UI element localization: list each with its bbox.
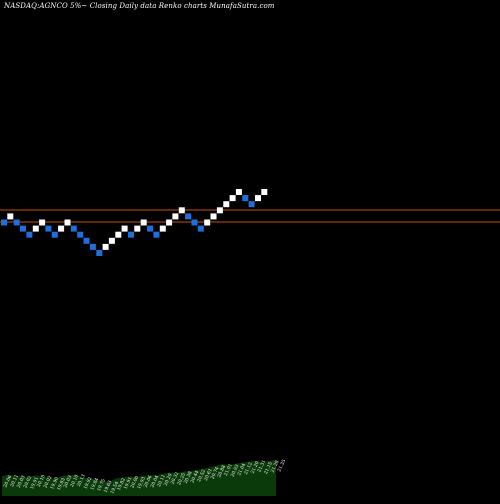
- footer-label: 20.20: [163, 473, 174, 487]
- renko-brick-down: [128, 231, 134, 238]
- renko-brick-down: [153, 231, 160, 238]
- renko-brick-down: [185, 213, 192, 220]
- footer-label: 19.54: [109, 481, 120, 495]
- renko-brick-down: [248, 201, 255, 208]
- renko-brick-up: [229, 195, 236, 202]
- renko-brick-up: [140, 219, 147, 226]
- renko-brick-up: [210, 213, 217, 220]
- renko-brick-down: [13, 219, 20, 226]
- renko-brick-down: [197, 225, 204, 232]
- renko-brick-up: [39, 219, 46, 226]
- footer-label: 20.25: [176, 472, 187, 486]
- footer-label: 21.15: [263, 461, 274, 475]
- footer-label: 20.13: [76, 473, 87, 487]
- chart-title: NASDAQ:AGNCO 5%~ Closing Daily data Renk…: [4, 2, 275, 10]
- footer-label: 20.10: [36, 474, 47, 488]
- renko-brick-up: [115, 231, 122, 238]
- footer-label: 20.32: [169, 471, 180, 485]
- renko-brick-down: [191, 219, 198, 226]
- footer-label: 20.11: [9, 474, 20, 488]
- footer-label: 21.35: [276, 459, 287, 473]
- footer-label: 19.83: [56, 477, 67, 491]
- footer-label: 20.52: [196, 469, 207, 483]
- footer-label: 20.03: [16, 475, 27, 489]
- footer-label: 20.04: [149, 474, 160, 488]
- footer-label: 19.91: [29, 476, 40, 490]
- renko-brick-down: [77, 231, 84, 238]
- footer-label: 21.31: [256, 459, 267, 473]
- footer-label: 20.11: [156, 474, 167, 488]
- renko-brick-down: [83, 237, 90, 244]
- renko-brick-up: [223, 201, 230, 208]
- footer-area: [2, 460, 276, 496]
- footer-label: 19.84: [89, 477, 100, 491]
- renko-brick-up: [134, 225, 141, 232]
- renko-brick-up: [121, 225, 128, 232]
- renko-brick-up: [261, 189, 268, 195]
- renko-brick-up: [216, 207, 223, 214]
- footer-label: 20.10: [69, 474, 80, 488]
- renko-brick-down: [51, 231, 58, 238]
- footer-label: 20.38: [183, 470, 194, 484]
- renko-brick-up: [172, 213, 179, 220]
- footer-label: 20.61: [203, 468, 214, 482]
- renko-brick-down: [26, 231, 33, 238]
- footer-label: 20.44: [189, 470, 200, 484]
- renko-brick-down: [96, 250, 103, 256]
- renko-brick-up: [235, 189, 242, 195]
- renko-brick-up: [7, 213, 14, 220]
- footer-label: 19.90: [49, 476, 60, 490]
- footer-label: 19.63: [103, 479, 114, 493]
- footer-label: 20.88: [216, 464, 227, 478]
- renko-brick-up: [204, 219, 211, 226]
- footer-label: 20.06: [143, 474, 154, 488]
- renko-brick-up: [108, 237, 115, 244]
- renko-brick-down: [242, 195, 249, 202]
- footer-label: 19.75: [96, 478, 107, 492]
- footer-label: 20.02: [22, 475, 33, 489]
- renko-brick-up: [166, 219, 173, 226]
- renko-brick-up: [102, 243, 109, 250]
- renko-brick-down: [70, 225, 77, 232]
- renko-brick-down: [147, 225, 153, 232]
- footer-label: 20.03: [62, 475, 73, 489]
- footer-label: 19.92: [83, 476, 94, 490]
- renko-brick-up: [58, 225, 65, 232]
- footer-label: 20.74: [210, 466, 221, 480]
- renko-brick-up: [32, 225, 39, 232]
- renko-brick-down: [45, 225, 52, 232]
- footer-label: 20.00: [129, 475, 140, 489]
- renko-brick-up: [178, 207, 185, 214]
- footer-label: 20.93: [230, 464, 241, 478]
- footer-label: 20.02: [42, 475, 53, 489]
- renko-brick-down: [20, 225, 26, 232]
- footer-label: 21.28: [270, 459, 281, 473]
- footer-label: 20.06: [2, 474, 13, 488]
- renko-brick-down: [89, 243, 96, 250]
- footer-label: 21.20: [250, 460, 261, 474]
- footer-label: 19.91: [123, 476, 134, 490]
- footer-label: 21.04: [236, 462, 247, 476]
- footer-label: 21.01: [223, 463, 234, 477]
- renko-brick-up: [159, 225, 166, 232]
- renko-brick-up: [255, 195, 261, 202]
- renko-brick-up: [64, 219, 71, 226]
- renko-brick-down: [1, 219, 7, 226]
- footer-label: 19.93: [136, 476, 147, 490]
- footer-label: 19.82: [116, 477, 127, 491]
- footer-label: 21.12: [243, 461, 254, 475]
